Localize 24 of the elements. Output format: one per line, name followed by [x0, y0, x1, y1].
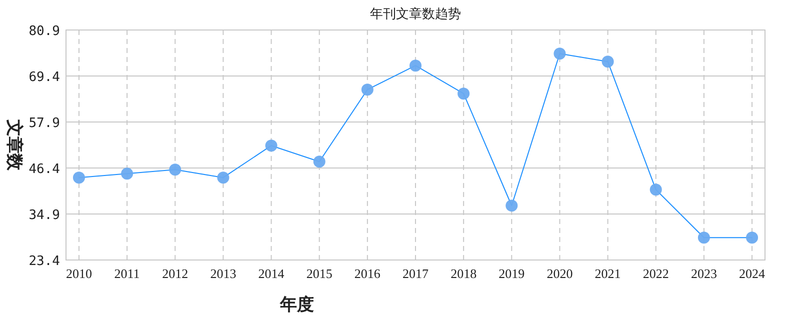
x-tick-label: 2022 [642, 266, 669, 281]
x-tick-label: 2012 [162, 266, 188, 281]
x-axis-title: 年度 [279, 295, 314, 314]
x-tick-label: 2016 [354, 266, 381, 281]
x-tick-label: 2021 [594, 266, 621, 281]
x-tick-label: 2020 [546, 266, 573, 281]
x-tick-label: 2013 [210, 266, 236, 281]
x-tick-label: 2011 [114, 266, 140, 281]
x-tick-label: 2010 [66, 266, 92, 281]
y-tick-label: 34.9 [28, 208, 60, 223]
y-tick-label: 80.9 [28, 24, 60, 39]
y-tick-label: 69.4 [28, 70, 60, 85]
x-tick-label: 2023 [690, 266, 717, 281]
y-axis-title: 文章数 [5, 118, 24, 172]
x-tick-label: 2015 [306, 266, 332, 281]
y-tick-label: 57.9 [28, 116, 60, 131]
x-tick-label: 2019 [498, 266, 525, 281]
x-tick-label: 2017 [402, 266, 429, 281]
y-tick-label: 23.4 [28, 254, 60, 269]
y-tick-label: 46.4 [28, 162, 60, 177]
chart-title: 年刊文章数趋势 [370, 6, 461, 21]
x-tick-label: 2024 [739, 266, 766, 281]
x-tick-label: 2014 [258, 266, 285, 281]
x-tick-label: 2018 [450, 266, 477, 281]
